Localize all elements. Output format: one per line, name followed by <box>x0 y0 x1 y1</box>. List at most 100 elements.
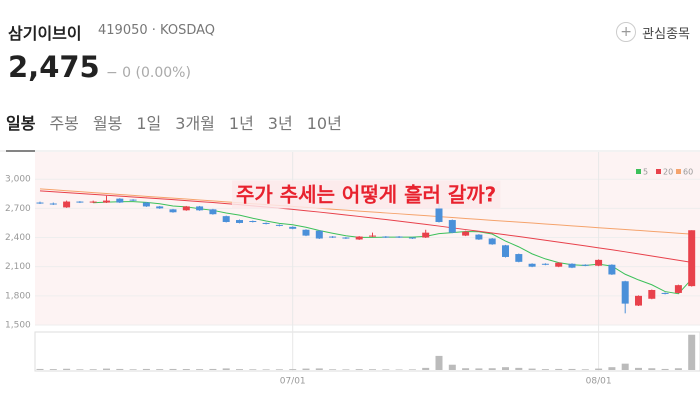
candle-body <box>395 236 403 238</box>
volume-bar <box>182 369 190 370</box>
candle-body <box>89 201 97 203</box>
volume-bar <box>674 368 682 370</box>
candle-body <box>129 199 137 201</box>
candle-body <box>103 200 110 203</box>
volume-bar <box>222 368 230 370</box>
candle-body <box>302 229 310 236</box>
header: 삼기이브이 419050 · KOSDAQ + 관심종목 2,475 − 0 (0… <box>0 0 700 152</box>
candle-body <box>342 237 350 239</box>
volume-bar <box>448 364 456 370</box>
stock-name: 삼기이브이 <box>8 24 82 43</box>
candle-body <box>315 230 323 239</box>
candle-body <box>169 209 177 213</box>
price: 2,475 <box>8 50 100 84</box>
volume-bar <box>36 368 44 370</box>
legend-swatch <box>636 169 641 174</box>
volume-bar <box>635 367 642 370</box>
candle-body <box>63 201 71 208</box>
candle-body <box>648 290 656 299</box>
candle-body <box>289 226 297 229</box>
volume-bar <box>76 369 84 370</box>
candle-body <box>156 206 164 209</box>
stock-code: 419050 · KOSDAQ <box>98 23 216 38</box>
y-tick-label: 1,800 <box>5 291 31 301</box>
tab[interactable]: 10년 <box>306 114 342 133</box>
tab[interactable]: 3년 <box>267 114 293 133</box>
volume-bar <box>355 369 363 370</box>
watch-button[interactable]: + 관심종목 <box>616 22 690 42</box>
volume-bar <box>63 368 71 370</box>
volume-bar <box>142 368 150 370</box>
volume-bar <box>169 368 177 370</box>
volume-bar <box>262 369 270 370</box>
volume-bar <box>688 334 696 370</box>
legend-swatch <box>676 169 681 174</box>
candle-body <box>116 198 124 203</box>
volume-bar <box>395 369 403 370</box>
volume-bar <box>435 355 443 370</box>
volume-bar <box>568 368 576 370</box>
volume-bar <box>275 369 283 370</box>
volume-bar <box>209 368 217 370</box>
candle-body <box>502 245 509 257</box>
volume-bar <box>49 369 57 370</box>
tab[interactable]: 1일 <box>136 114 162 133</box>
candle-body <box>462 231 470 236</box>
volume-bar <box>661 368 669 370</box>
candle-body <box>76 201 84 203</box>
tab[interactable]: 3개월 <box>175 114 215 133</box>
volume-bar <box>462 368 470 370</box>
volume-bar <box>581 369 589 370</box>
candle-body <box>608 264 616 275</box>
y-tick-label: 2,400 <box>5 233 31 243</box>
volume-bar <box>156 369 164 370</box>
legend-label: 20 <box>663 168 673 177</box>
candle-body <box>249 221 257 223</box>
candle-body <box>581 264 589 266</box>
candle-body <box>568 263 576 268</box>
tab[interactable]: 주봉 <box>49 114 79 133</box>
candle-body <box>674 285 682 293</box>
volume-bar <box>249 369 257 370</box>
candle-body <box>182 206 190 211</box>
candle-body <box>515 254 523 262</box>
volume-panel <box>34 331 700 372</box>
x-tick-label: 08/01 <box>586 377 612 387</box>
plus-icon: + <box>616 22 637 42</box>
candle-body <box>36 202 44 204</box>
volume-bar <box>89 369 97 370</box>
volume-bar <box>408 369 416 370</box>
volume-bar <box>369 369 376 370</box>
volume-bar <box>329 369 337 370</box>
change: − 0 (0.00%) <box>106 65 191 81</box>
ma-line <box>39 188 692 235</box>
ma-line <box>39 190 692 263</box>
volume-bar <box>541 369 549 370</box>
candle-body <box>236 220 243 223</box>
volume-bar <box>648 368 656 370</box>
candle-body <box>355 236 363 240</box>
volume-bar <box>382 369 390 370</box>
candle-body <box>688 230 696 287</box>
candle-body <box>621 281 629 304</box>
candle-body <box>262 222 270 224</box>
candle-body <box>448 220 456 233</box>
volume-bar <box>515 367 523 370</box>
volume-bar <box>595 368 603 370</box>
tab[interactable]: 1년 <box>228 114 254 133</box>
code: 419050 <box>98 23 148 38</box>
candle-body <box>488 238 496 245</box>
candle-body <box>422 232 430 238</box>
legend-swatch <box>656 169 661 174</box>
candle-body <box>541 263 549 265</box>
tab[interactable]: 월봉 <box>92 114 123 133</box>
candle-body <box>142 202 150 207</box>
candle-body <box>555 262 563 267</box>
candle-body <box>275 224 283 226</box>
ma-line <box>93 201 693 295</box>
volume-bar <box>475 368 483 370</box>
candle-body <box>435 208 443 222</box>
volume-bar <box>129 369 137 370</box>
